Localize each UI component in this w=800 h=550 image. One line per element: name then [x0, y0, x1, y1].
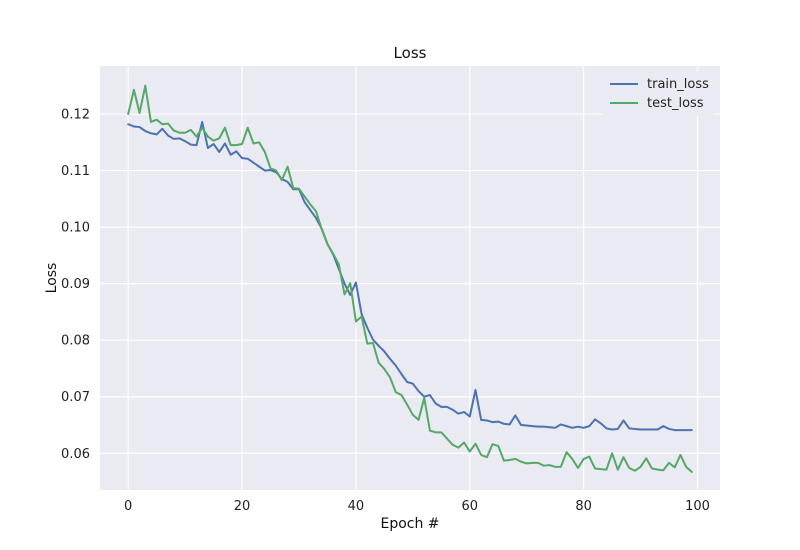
y-tick-label: 0.12 — [61, 108, 90, 123]
x-axis-title: Epoch # — [380, 516, 439, 532]
y-tick-label: 0.11 — [61, 164, 90, 179]
x-tick-label: 80 — [575, 499, 592, 514]
plot-area — [100, 66, 720, 490]
y-axis-title: Loss — [44, 263, 60, 294]
x-tick-labels: 0 20 40 60 80 100 — [124, 499, 710, 514]
legend-box — [603, 72, 713, 116]
x-tick-label: 40 — [348, 499, 365, 514]
grid — [100, 66, 720, 490]
x-tick-label: 100 — [685, 499, 710, 514]
legend-label-test-loss: test_loss — [647, 96, 704, 111]
y-tick-labels: 0.06 0.07 0.08 0.09 0.10 0.11 0.12 — [61, 108, 90, 462]
y-tick-label: 0.08 — [61, 334, 90, 349]
series-line-test-loss — [127, 84, 693, 473]
legend-label-train-loss: train_loss — [647, 77, 709, 92]
y-tick-label: 0.09 — [61, 277, 90, 292]
y-tick-label: 0.06 — [61, 447, 90, 462]
x-tick-label: 0 — [124, 499, 132, 514]
series-line-train-loss — [127, 120, 693, 432]
x-tick-label: 20 — [234, 499, 251, 514]
y-tick-label: 0.10 — [61, 221, 90, 236]
series-lines — [127, 84, 693, 473]
y-tick-label: 0.07 — [61, 390, 90, 405]
legend: train_loss test_loss — [603, 72, 713, 116]
x-tick-label: 60 — [462, 499, 479, 514]
chart-title: Loss — [394, 44, 427, 62]
